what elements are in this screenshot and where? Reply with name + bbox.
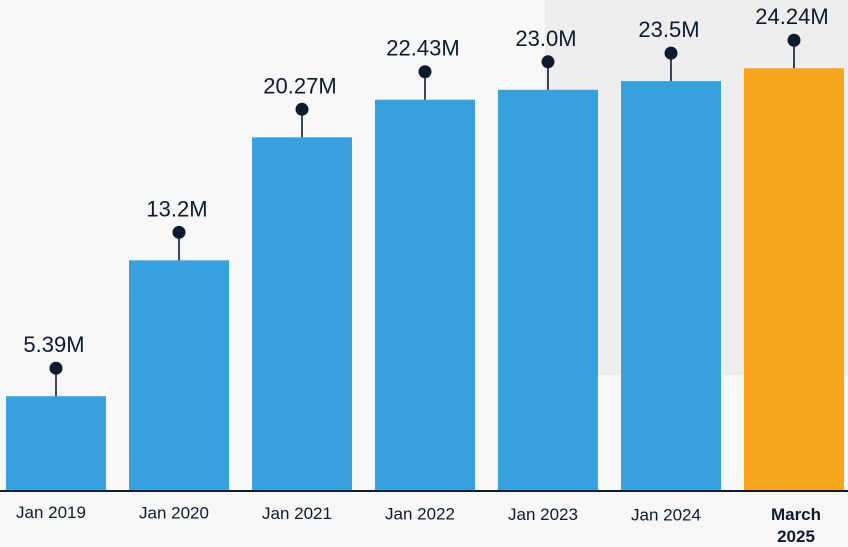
marker-dot-7 — [787, 33, 801, 47]
marker-dot-4 — [418, 65, 432, 79]
bar-3 — [252, 137, 352, 490]
marker-dot-3 — [295, 102, 309, 116]
category-label-7-line-2: 2025 — [777, 527, 815, 546]
value-label-6: 23.5M — [638, 17, 699, 42]
category-label-4: Jan 2022 — [385, 505, 455, 524]
value-label-3: 20.27M — [263, 73, 336, 98]
category-label-2: Jan 2020 — [139, 504, 209, 523]
bar-4 — [375, 99, 475, 490]
marker-dot-2 — [172, 225, 186, 239]
category-label-3: Jan 2021 — [262, 504, 332, 523]
marker-dot-5 — [541, 55, 555, 69]
bar-1 — [6, 396, 106, 490]
category-label-5: Jan 2023 — [508, 505, 578, 524]
bar-6 — [621, 81, 721, 490]
bar-5 — [498, 89, 598, 491]
category-label-1: Jan 2019 — [16, 503, 86, 522]
marker-dot-1 — [49, 361, 63, 375]
category-label-7-line-1: March — [771, 505, 821, 524]
value-label-7: 24.24M — [755, 4, 828, 29]
value-label-1: 5.39M — [23, 332, 84, 357]
marker-dot-6 — [664, 46, 678, 60]
value-label-4: 22.43M — [386, 36, 459, 61]
value-label-5: 23.0M — [515, 26, 576, 51]
category-label-6: Jan 2024 — [631, 506, 701, 525]
value-label-2: 13.2M — [146, 196, 207, 221]
bar-7 — [744, 68, 844, 490]
bar-2 — [129, 260, 229, 490]
